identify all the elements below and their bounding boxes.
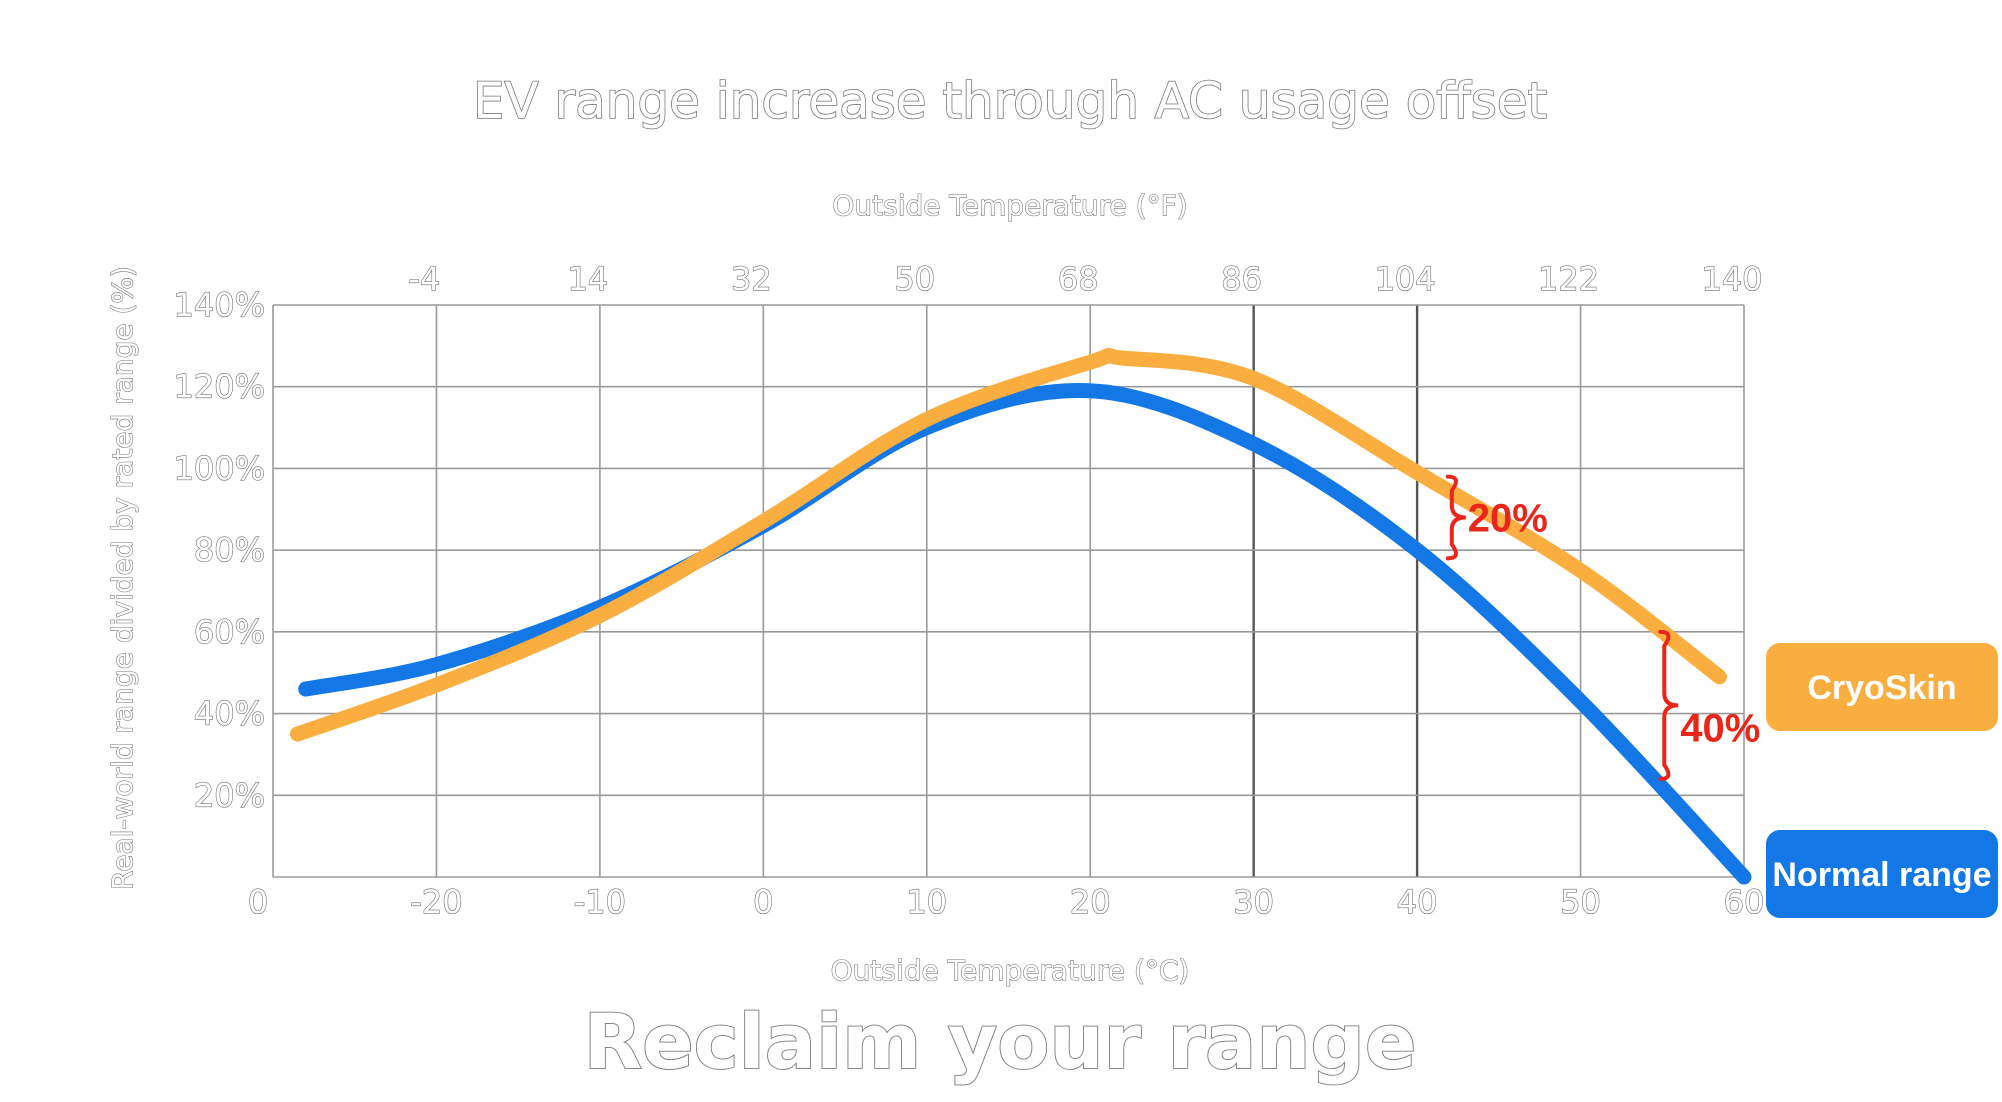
y-tick-label: 100% xyxy=(174,449,265,487)
y-tick-label: 80% xyxy=(194,531,265,569)
x-top-tick-label: 86 xyxy=(1221,260,1262,298)
annotation-brace xyxy=(1658,629,1679,781)
legend-box-cryoskin xyxy=(1766,643,1998,731)
y-tick-label: 60% xyxy=(194,613,265,651)
y-tick-label: 20% xyxy=(194,776,265,814)
legend-label-normal-range: Normal range xyxy=(1772,856,1991,894)
legend-label-cryoskin: CryoSkin xyxy=(1807,669,1956,707)
x-bottom-tick-label: 10 xyxy=(906,883,947,921)
x-top-tick-label: 32 xyxy=(731,260,772,298)
chart-title: EV range increase through AC usage offse… xyxy=(473,72,1547,130)
x-bottom-tick-label: 40 xyxy=(1397,883,1438,921)
x-bottom-tick-label: 20 xyxy=(1070,883,1111,921)
x-top-axis-title: Outside Temperature (°F) xyxy=(832,189,1187,222)
tagline: Reclaim your range xyxy=(584,997,1417,1086)
x-top-tick-labels: -4 14 32 50 68 86 104 122 140 xyxy=(408,259,1763,298)
x-bottom-tick-label: -10 xyxy=(574,883,626,921)
y-tick-label: 140% xyxy=(174,286,265,324)
x-bottom-tick-label: 30 xyxy=(1233,883,1274,921)
y-tick-label: 120% xyxy=(174,368,265,406)
x-top-tick-label: -4 xyxy=(408,260,440,298)
x-bottom-tick-label: 0 xyxy=(753,883,773,921)
y-tick-labels: 140% 120% 100% 80% 60% 40% 20% xyxy=(173,285,266,814)
x-top-tick-label: 122 xyxy=(1538,260,1599,298)
x-bottom-tick-label: 0 xyxy=(248,883,268,921)
annotation-brace xyxy=(1445,474,1466,561)
x-bottom-tick-label: -20 xyxy=(410,883,462,921)
series-layer xyxy=(290,347,1752,885)
series-line-cryoskin xyxy=(290,347,1727,742)
x-bottom-axis-title: Outside Temperature (°C) xyxy=(831,954,1190,987)
legend: CryoSkin Normal range xyxy=(1766,643,1998,918)
y-axis-title: Real-world range divided by rated range … xyxy=(106,266,139,890)
legend-box-normal-range xyxy=(1766,830,1998,918)
x-top-tick-label: 140 xyxy=(1701,260,1762,298)
annotation-label: 40% xyxy=(1680,706,1760,750)
x-top-tick-label: 14 xyxy=(568,260,609,298)
x-top-tick-label: 50 xyxy=(894,260,935,298)
annotation-layer: 20% 40% xyxy=(1445,474,1760,781)
x-top-tick-label: 68 xyxy=(1058,260,1099,298)
annotation-label: 20% xyxy=(1468,496,1548,540)
x-bottom-tick-label: 60 xyxy=(1724,883,1765,921)
series-line-normal-range xyxy=(298,383,1752,885)
x-top-tick-label: 104 xyxy=(1375,260,1436,298)
y-tick-label: 40% xyxy=(194,695,265,733)
grid xyxy=(272,304,1745,878)
x-bottom-tick-label: 50 xyxy=(1560,883,1601,921)
x-bottom-tick-labels: 0 -20 -10 0 10 20 30 40 50 60 xyxy=(247,882,1765,921)
